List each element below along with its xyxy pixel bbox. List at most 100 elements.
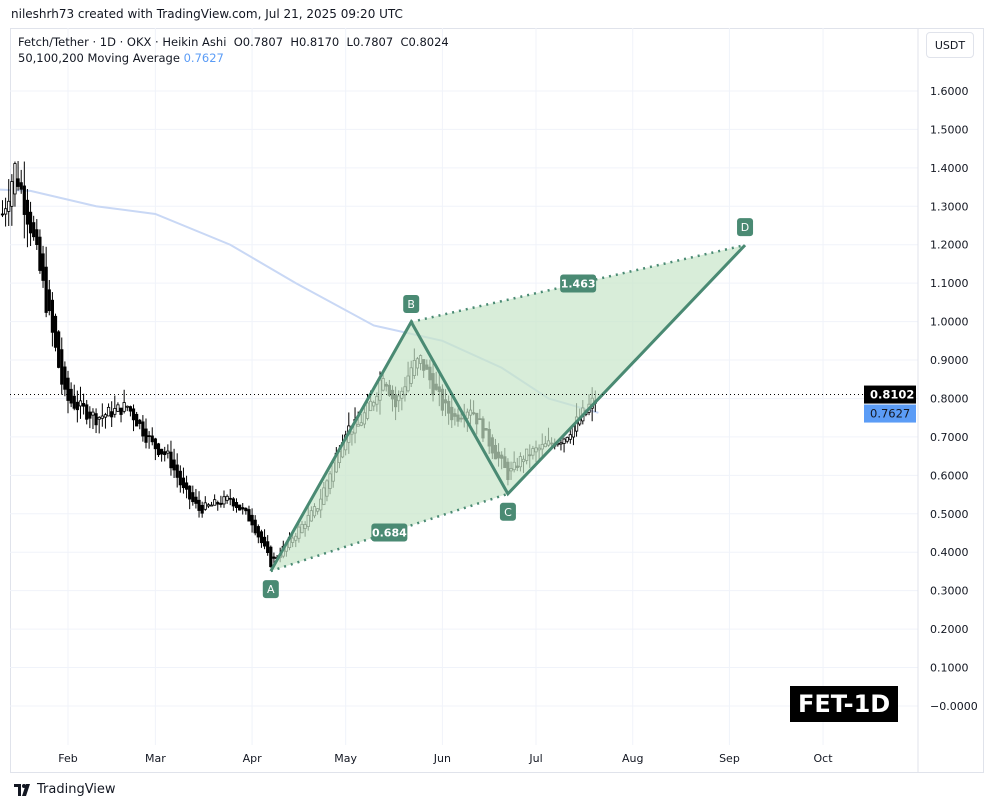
pattern-fill-bcd (411, 245, 746, 494)
candle-body (559, 442, 563, 445)
pattern-point-label: B (407, 298, 415, 311)
ratio-label-box (371, 523, 408, 542)
candle-body (44, 266, 48, 313)
x-tick-label: May (334, 752, 357, 765)
candle-body (159, 448, 164, 455)
pattern-fill-abc (270, 321, 508, 572)
candle-body (225, 495, 229, 501)
symbol-legend: Fetch/Tether · 1D · OKX · Heikin Ashi O0… (18, 35, 449, 49)
candle-body (166, 450, 170, 454)
candle-body (216, 502, 220, 505)
candle-body (85, 404, 89, 420)
pattern-point-label: A (267, 583, 275, 596)
candle-body (138, 419, 142, 424)
y-tick-label: 0.7000 (930, 431, 969, 444)
candle-body (75, 401, 79, 411)
y-tick-label: 1.0000 (930, 316, 969, 329)
candle-body (60, 349, 64, 385)
brand-text: TradingView (37, 782, 116, 797)
candle-body (0, 213, 5, 216)
ma-price-value: 0.7627 (870, 407, 910, 421)
last-price-tag (864, 385, 916, 404)
candle-body (13, 163, 17, 195)
chart-frame (10, 28, 984, 773)
candle-body (131, 408, 136, 421)
y-tick-label: 1.3000 (930, 200, 969, 213)
candle-body (53, 315, 58, 348)
candle-body (197, 499, 201, 511)
candle-body (194, 496, 198, 504)
candle-body (41, 253, 45, 281)
last-price-value: 0.8102 (870, 388, 914, 402)
candle-body (565, 437, 569, 442)
candle-body (78, 400, 83, 407)
candle-body (88, 411, 92, 419)
tradingview-logo[interactable]: TradingView (14, 782, 116, 797)
candle-body (16, 178, 20, 187)
pattern-point-box (262, 580, 279, 599)
candle-body (103, 414, 108, 418)
candle-body (241, 507, 245, 510)
candle-body (178, 470, 182, 486)
candle-body (28, 211, 33, 234)
x-tick-label: Feb (58, 752, 77, 765)
candle-body (72, 395, 76, 409)
candle-body (147, 435, 151, 438)
candle-body (32, 222, 36, 238)
pattern-point-box (499, 502, 516, 521)
y-tick-label: 1.4000 (930, 162, 969, 175)
candle-body (141, 421, 145, 437)
candle-body (209, 504, 214, 507)
candle-body (144, 428, 148, 443)
candle-body (231, 498, 235, 507)
y-tick-label: 0.8000 (930, 392, 969, 405)
candle-body (91, 411, 95, 416)
ma-label: 50,100,200 Moving Average (18, 51, 180, 65)
candle-body (247, 509, 251, 522)
candle-body (234, 502, 239, 509)
currency-unit-button[interactable]: USDT (926, 32, 974, 58)
y-tick-label: 0.3000 (930, 585, 969, 598)
candle-body (188, 485, 192, 500)
candle-body (262, 536, 267, 547)
y-tick-label: 0.4000 (930, 546, 969, 559)
y-tick-label: 0.1000 (930, 662, 969, 675)
x-tick-label: Sep (719, 752, 740, 765)
candle-body (222, 496, 226, 505)
candle-body (128, 406, 132, 412)
y-tick-label: −0.0000 (930, 700, 978, 713)
x-tick-label: Jun (433, 752, 451, 765)
candle-body (110, 411, 114, 418)
candle-body (269, 546, 273, 568)
candle-body (122, 402, 126, 412)
candle-body (206, 504, 210, 507)
candle-body (228, 497, 232, 500)
candle-body (47, 289, 51, 312)
candle-body (100, 415, 104, 419)
candle-body (7, 200, 11, 212)
tradingview-icon (14, 783, 30, 796)
y-tick-label: 0.5000 (930, 508, 969, 521)
candle-body (150, 435, 154, 443)
candle-body (125, 405, 129, 408)
candle-body (82, 403, 86, 407)
candle-body (25, 199, 30, 225)
candle-body (184, 482, 189, 490)
candle-body (172, 459, 176, 471)
candle-body (69, 388, 73, 404)
x-tick-label: Aug (622, 752, 643, 765)
candle-body (163, 451, 167, 456)
pattern-point-label: D (741, 221, 749, 234)
candle-body (213, 499, 217, 506)
candle-body (19, 182, 23, 190)
candle-body (66, 377, 70, 401)
y-tick-label: 0.6000 (930, 469, 969, 482)
ratio-line (410, 243, 746, 324)
candle-body (237, 504, 242, 511)
candle-body (119, 407, 123, 415)
candle-body (244, 507, 248, 512)
candle-body (219, 502, 223, 505)
ma-legend: 50,100,200 Moving Average 0.7627 (18, 51, 224, 65)
candle-body (562, 438, 566, 444)
